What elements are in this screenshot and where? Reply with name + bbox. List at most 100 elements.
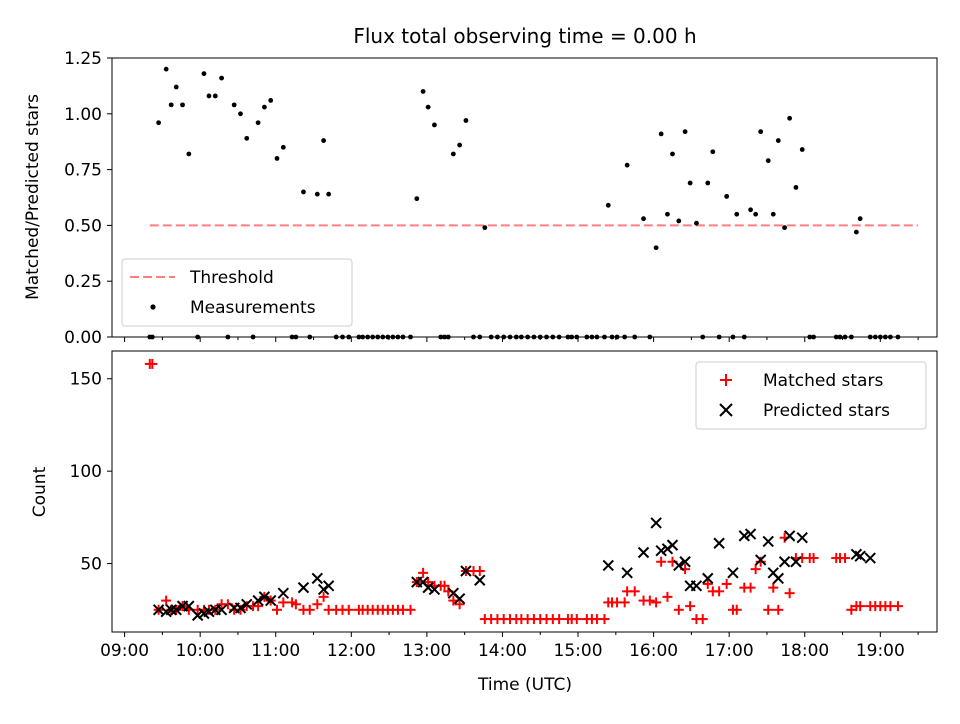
matched-star-point <box>656 556 667 567</box>
measurement-point <box>420 89 426 94</box>
ratio-y-tick-label: 0.25 <box>64 272 102 292</box>
matched-star-point <box>892 601 903 612</box>
matched-star-point <box>161 595 172 606</box>
matched-star-point <box>644 595 655 606</box>
matched-star-point <box>784 588 795 599</box>
measurement-point <box>670 151 675 157</box>
predicted-star-point <box>322 580 335 592</box>
matched-star-point <box>318 591 329 602</box>
predicted-star-point <box>727 567 739 579</box>
measurement-point <box>782 225 787 231</box>
count-x-tick-label: 19:00 <box>856 641 905 661</box>
measurement-point <box>770 211 776 217</box>
measurement-point <box>212 93 218 99</box>
predicted-star-point <box>679 556 691 568</box>
measurement-point <box>314 191 320 197</box>
matched-star-point <box>423 577 434 588</box>
ratio-y-tick-label: 1.25 <box>64 49 102 69</box>
measurement-point <box>748 207 753 213</box>
measurement-point <box>765 158 771 164</box>
predicted-star-point <box>234 602 247 614</box>
measurement-point <box>799 147 805 152</box>
count-y-tick-label: 50 <box>80 555 102 575</box>
measurement-point <box>624 162 630 168</box>
measurement-point <box>163 66 169 72</box>
count-x-tick-label: 13:00 <box>402 641 451 661</box>
count-y-axis: 50 100 150 <box>70 370 112 575</box>
measurement-point <box>156 120 162 126</box>
matched-star-point <box>278 597 289 608</box>
matched-star-point <box>773 604 784 615</box>
measurement-point <box>676 218 682 224</box>
measurement-point <box>758 129 764 135</box>
measurement-point <box>268 98 274 103</box>
threshold-legend-label: Threshold <box>189 268 274 288</box>
predicted-star-point <box>744 528 757 540</box>
measurement-point <box>724 193 730 199</box>
matched-star-point <box>697 614 708 625</box>
matched-star-point <box>405 604 416 615</box>
measurement-point <box>857 216 863 222</box>
matched-star-point <box>439 580 450 591</box>
count-x-axis: 09:00 10:00 11:00 12:00 13:00 14:00 15:00 16:00… <box>100 632 919 661</box>
matched-star-point <box>147 358 158 369</box>
matched-star-point <box>673 604 684 615</box>
predicted-star-point <box>673 559 685 572</box>
count-x-tick-label: 09:00 <box>100 641 149 661</box>
predicted-star-point <box>790 556 802 568</box>
ratio-y-tick-label: 0.50 <box>64 216 102 236</box>
predicted-star-point <box>241 598 253 610</box>
matched-star-point <box>312 599 323 610</box>
predicted-star-point <box>702 572 714 585</box>
measurement-point <box>641 216 646 222</box>
matched-star-point <box>750 564 761 575</box>
predicted-star-point <box>297 581 310 594</box>
measurement-point <box>238 111 243 117</box>
measurements-legend-label: Measurements <box>190 298 316 318</box>
measurement-point <box>301 189 306 195</box>
count-x-tick-label: 11:00 <box>251 641 300 661</box>
measurement-point <box>775 138 781 143</box>
measurement-point <box>186 151 192 157</box>
count-panel-frame <box>111 350 938 633</box>
predicted-star-point <box>277 587 290 599</box>
predicted-star-point <box>602 559 614 572</box>
count-x-tick-label: 10:00 <box>176 641 225 661</box>
predicted-star-point <box>474 574 486 586</box>
predicted-star-point <box>453 593 466 605</box>
matched-legend-swatch <box>720 374 732 386</box>
matched-star-point <box>755 556 766 567</box>
matched-star-point <box>662 591 673 602</box>
matched-star-point <box>808 553 819 564</box>
count-legend: Matched stars Predicted stars <box>695 361 927 430</box>
measurement-point <box>482 225 488 231</box>
measurement-point <box>173 84 179 90</box>
matched-star-point <box>685 601 696 612</box>
matched-star-point <box>629 586 640 597</box>
measurement-point <box>274 156 280 161</box>
matched-star-point <box>731 604 742 615</box>
predicted-star-point <box>264 594 277 607</box>
measurement-point <box>710 149 716 155</box>
predicted-legend-swatch <box>719 403 733 417</box>
predicted-star-point <box>783 530 796 542</box>
matched-star-point <box>454 599 465 610</box>
matched-star-point <box>253 601 264 612</box>
predicted-star-point <box>215 604 228 616</box>
measurement-point <box>787 115 793 121</box>
predicted-legend-label: Predicted stars <box>763 401 890 421</box>
matched-star-point <box>846 604 857 615</box>
matched-star-point <box>304 604 315 615</box>
count-y-tick-label: 150 <box>70 370 102 390</box>
predicted-star-point <box>428 583 441 596</box>
measurement-point <box>432 122 437 128</box>
predicted-star-point <box>252 594 264 607</box>
measurement-point <box>793 185 799 190</box>
chart-title: Flux total observing time = 0.00 h <box>353 24 696 48</box>
matched-star-point <box>702 578 713 589</box>
predicted-star-point <box>854 550 866 562</box>
measurement-point <box>753 211 759 217</box>
measurement-point <box>853 229 859 235</box>
ratio-legend-box <box>121 258 353 327</box>
